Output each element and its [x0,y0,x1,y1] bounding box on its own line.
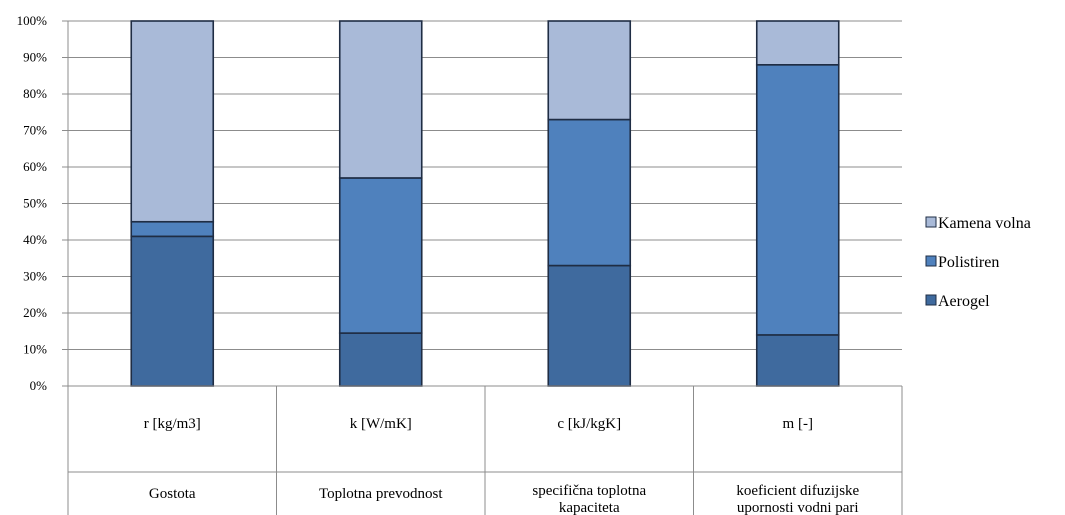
legend-swatch [925,294,937,306]
bar-segment-polistiren [130,220,215,238]
y-axis-ticks: 0% 10% 20% 30% 40% 50% 60% 70% 80% 90% 100% [17,13,68,393]
y-tick-label: 90% [23,50,47,65]
x-category-group-line: upornosti vodni pari [737,500,859,515]
legend-item: Kamena volna [925,215,1031,232]
bar-segment-kamena-volna [547,20,632,121]
y-tick-label: 30% [23,269,47,284]
bar-segment-polistiren [755,64,840,336]
legend-item: Polistiren [925,254,999,271]
x-category-label: m [-] [783,416,813,432]
x-category-group-line: kapaciteta [559,500,620,515]
bar-segment-aerogel [755,334,840,387]
axes [67,21,903,515]
x-category-label: k [W/mK] [350,416,412,432]
bar-segment-kamena-volna [130,20,215,223]
bar-segment-aerogel [338,332,423,387]
bar-segment-kamena-volna [338,20,423,179]
y-tick-label: 10% [23,342,47,357]
y-tick-label: 100% [17,13,48,28]
x-category-group-label: koeficient difuzijske upornosti vodni par… [736,483,859,515]
x-category-group-line: specifična toplotna [532,483,646,499]
bar-segment-polistiren [338,177,423,334]
legend-swatch [925,216,937,228]
x-category-group-line: koeficient difuzijske [736,483,859,499]
bar-segment-kamena-volna [755,20,840,66]
x-category-group-label: Gostota [149,486,196,502]
bar-segment-polistiren [547,118,632,267]
y-tick-label: 0% [30,378,48,393]
x-axis-labels: r [kg/m3] Gostota k [W/mK] Toplotna prevodn… [144,416,860,515]
legend-item: Aerogel [925,293,990,310]
bars [130,20,840,387]
x-category-label: c [kJ/kgK] [557,416,621,432]
y-tick-label: 60% [23,159,47,174]
y-tick-label: 40% [23,232,47,247]
y-tick-label: 70% [23,123,47,138]
legend-swatch [925,255,937,267]
y-tick-label: 80% [23,86,47,101]
legend-label: Kamena volna [938,215,1031,232]
x-category-label: r [kg/m3] [144,416,201,432]
y-tick-label: 20% [23,305,47,320]
legend-label: Aerogel [938,293,990,310]
y-tick-label: 50% [23,196,47,211]
x-category-group-label: specifična toplotna kapaciteta [532,483,646,515]
bar-segment-aerogel [130,235,215,387]
bar-segment-aerogel [547,264,632,387]
x-category-group-label: Toplotna prevodnost [319,486,443,502]
legend-label: Polistiren [938,254,999,271]
legend: Kamena volna Polistiren Aerogel [925,215,1031,310]
